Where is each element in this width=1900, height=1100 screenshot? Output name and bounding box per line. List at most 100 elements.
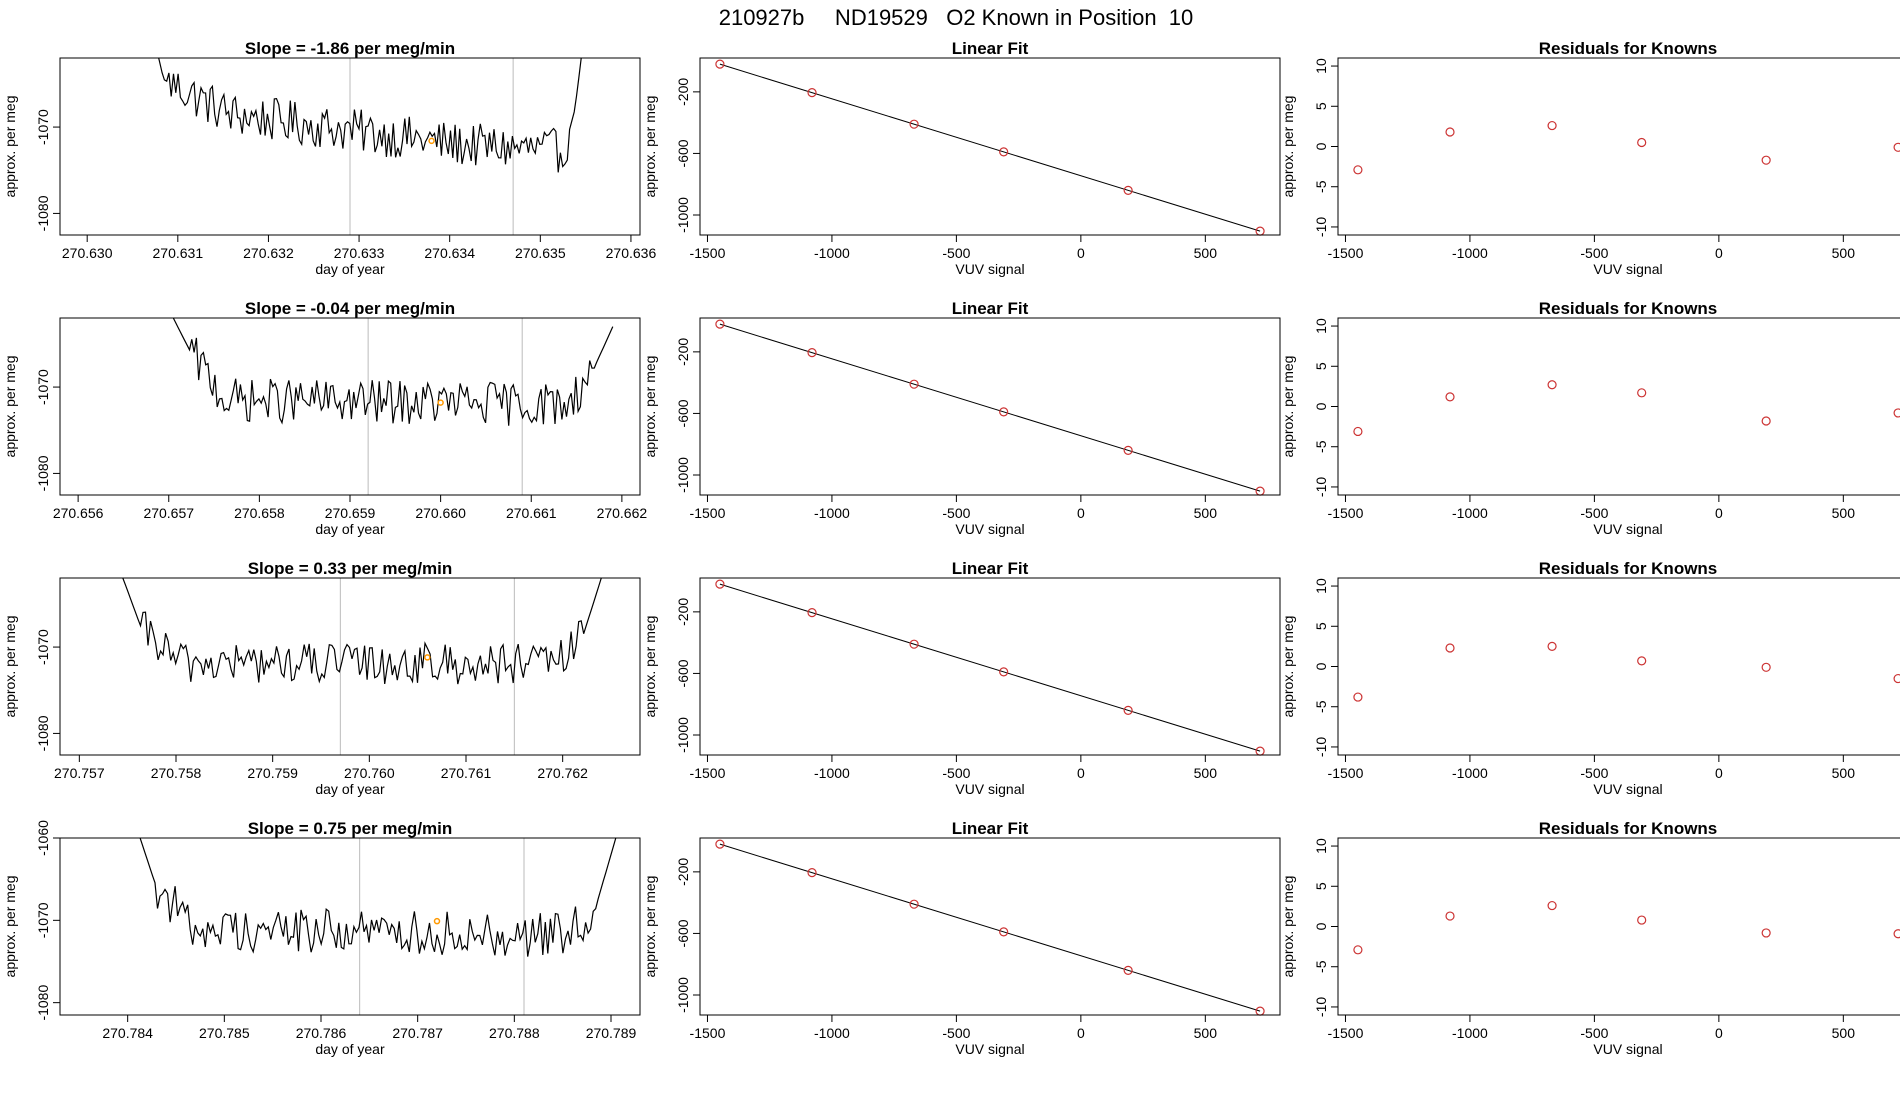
y-tick-label: -10	[1313, 217, 1329, 237]
page-title: 210927b ND19529 O2 Known in Position 10	[719, 5, 1194, 30]
y-tick-label: 0	[1313, 922, 1329, 930]
data-point	[807, 868, 817, 878]
x-tick-label: 500	[1194, 245, 1218, 261]
chart-title: Linear Fit	[952, 819, 1029, 838]
x-tick-label: 270.631	[153, 245, 204, 261]
chart-title: Residuals for Knowns	[1539, 559, 1718, 578]
x-tick-label: 270.788	[489, 1025, 540, 1041]
fit-line	[719, 583, 1261, 752]
data-point	[909, 119, 919, 129]
data-point	[1445, 643, 1455, 653]
plot-area	[719, 843, 1261, 1012]
y-axis-label: approx. per meg	[2, 356, 18, 458]
x-tick-label: -1000	[1452, 505, 1488, 521]
y-axis: -10 -5 0 5 10	[1313, 318, 1338, 497]
fit-line	[719, 843, 1261, 1012]
x-tick-label: -500	[942, 765, 970, 781]
plot-frame	[699, 317, 1281, 496]
x-tick-label: 270.656	[53, 505, 104, 521]
x-tick-label: 270.762	[537, 765, 588, 781]
x-tick-label: 0	[1715, 245, 1723, 261]
data-point	[1123, 705, 1133, 715]
sample-marker	[437, 399, 444, 406]
plot-area	[719, 323, 1261, 492]
x-tick-label: -500	[942, 1025, 970, 1041]
x-axis-label: day of year	[315, 1041, 385, 1057]
x-tick-label: 270.660	[415, 505, 466, 521]
fit-line	[719, 63, 1261, 232]
y-axis-label: approx. per meg	[642, 876, 658, 978]
y-tick-label: 10	[1313, 58, 1329, 74]
y-tick-label: 5	[1313, 362, 1329, 370]
x-tick-label: 270.657	[143, 505, 194, 521]
x-tick-label: 270.760	[344, 765, 395, 781]
y-tick-label: 10	[1313, 838, 1329, 854]
x-tick-label: 270.659	[325, 505, 376, 521]
y-tick-label: -10	[1313, 997, 1329, 1017]
data-point	[807, 348, 817, 358]
y-tick-label: 0	[1313, 402, 1329, 410]
x-axis-label: day of year	[315, 261, 385, 277]
plot-area	[122, 578, 602, 755]
data-point	[1353, 945, 1363, 955]
sample-marker	[424, 654, 431, 661]
x-tick-label: 0	[1715, 505, 1723, 521]
x-tick-label: -1500	[690, 505, 726, 521]
x-tick-label: -1500	[1328, 765, 1364, 781]
y-tick-label: -1080	[35, 985, 51, 1021]
data-point	[1547, 380, 1557, 390]
chart-title: Linear Fit	[952, 39, 1029, 58]
y-tick-label: -10	[1313, 477, 1329, 497]
x-tick-label: 0	[1715, 1025, 1723, 1041]
y-axis-label: approx. per meg	[2, 616, 18, 718]
data-point	[1353, 426, 1363, 437]
data-point	[1547, 641, 1557, 651]
chart-title: Residuals for Knowns	[1539, 819, 1718, 838]
x-tick-label: 270.635	[515, 245, 566, 261]
y-axis-label: approx. per meg	[642, 616, 658, 718]
y-axis-label: approx. per meg	[1280, 356, 1296, 458]
y-axis-label: approx. per meg	[1280, 616, 1296, 718]
chart-residuals-row4: Residuals for Knowns -1500 -1000 -500 0 500 VU…	[1280, 819, 1900, 1057]
x-tick-label: -500	[1580, 245, 1608, 261]
x-tick-label: 270.761	[441, 765, 492, 781]
data-point	[1123, 445, 1133, 455]
y-axis: -1000 -600 -200	[675, 858, 700, 1013]
x-axis-label: VUV signal	[1593, 261, 1662, 277]
plot-area	[158, 58, 582, 235]
x-tick-label: -1500	[690, 245, 726, 261]
data-point	[999, 147, 1009, 157]
data-point	[1637, 915, 1647, 925]
x-tick-label: 270.789	[586, 1025, 637, 1041]
plot-frame	[1337, 317, 1900, 496]
y-axis-label: approx. per meg	[642, 356, 658, 458]
x-axis: -1500 -1000 -500 0 500	[690, 755, 1217, 781]
x-tick-label: -1500	[1328, 245, 1364, 261]
plot-frame	[699, 577, 1281, 756]
sample-marker	[428, 137, 435, 145]
data-point	[1761, 662, 1771, 672]
y-tick-label: -1070	[35, 902, 51, 938]
x-tick-label: 270.634	[424, 245, 475, 261]
data-point	[1123, 185, 1133, 195]
x-tick-label: 500	[1832, 505, 1856, 521]
y-tick-label: -1080	[35, 715, 51, 751]
data-point	[1445, 127, 1455, 137]
y-tick-label: 10	[1313, 578, 1329, 594]
y-axis: -1000 -600 -200	[675, 338, 700, 493]
y-tick-label: -600	[675, 399, 691, 427]
plot-frame	[1337, 57, 1900, 236]
x-axis: -1500 -1000 -500 0 500	[1328, 1015, 1856, 1041]
y-axis: -1080 -1070	[35, 369, 60, 491]
x-tick-label: 500	[1832, 1025, 1856, 1041]
plot-frame	[1337, 837, 1900, 1016]
x-axis: -1500 -1000 -500 0 500	[690, 1015, 1217, 1041]
data-point	[999, 927, 1009, 937]
signal-line	[122, 578, 602, 685]
x-axis-label: day of year	[315, 781, 385, 797]
y-tick-label: -10	[1313, 737, 1329, 757]
